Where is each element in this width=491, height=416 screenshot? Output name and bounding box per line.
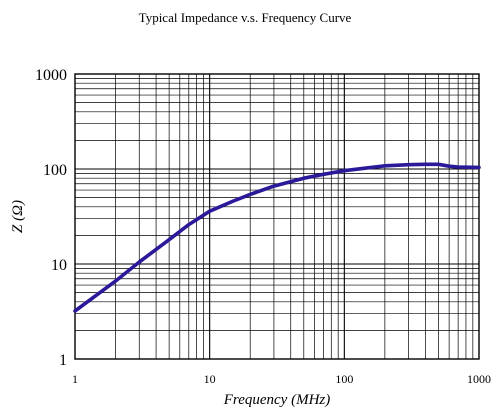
impedance-curve: [73, 162, 481, 313]
x-tick-label: 10: [204, 372, 216, 386]
x-axis-label: Frequency (MHz): [223, 392, 330, 408]
series: [73, 162, 481, 313]
chart-title: Typical Impedance v.s. Frequency Curve: [139, 10, 352, 25]
y-tick-label: 1: [59, 352, 67, 369]
y-axis-label: Z (Ω): [10, 200, 26, 233]
y-tick-label: 100: [43, 162, 67, 179]
tick-labels: 1 10 100 1000 1 10 100 1000: [35, 67, 491, 386]
x-tick-label: 1: [72, 372, 78, 386]
x-tick-label: 100: [335, 372, 353, 386]
grid: [75, 74, 479, 359]
plot-frame: [74, 73, 480, 360]
y-tick-label: 1000: [35, 67, 67, 84]
y-tick-label: 10: [51, 257, 67, 274]
x-tick-label: 1000: [467, 372, 491, 386]
